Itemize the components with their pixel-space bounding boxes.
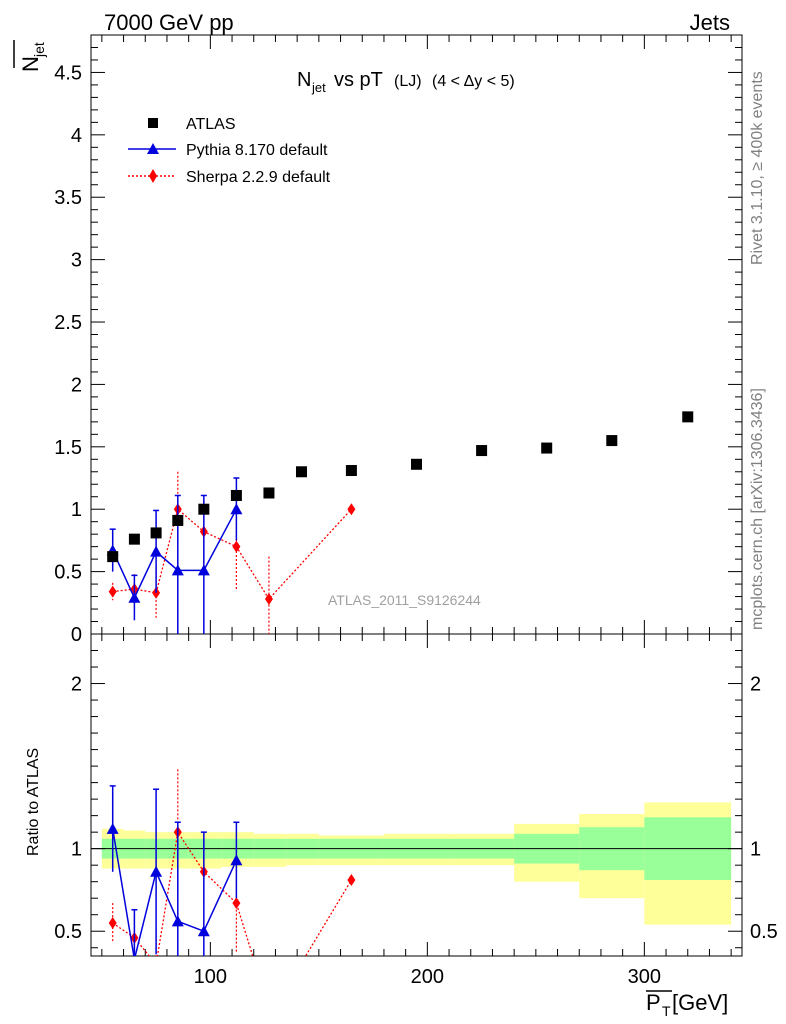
pythia-point xyxy=(197,564,210,576)
atlas-point xyxy=(230,489,242,501)
legend-marker-sherpa xyxy=(149,169,157,183)
plot-title-sub: jet xyxy=(311,80,326,95)
x-tick-label: 200 xyxy=(411,966,444,988)
atlas-point xyxy=(263,487,275,499)
ratio-frame xyxy=(90,633,743,957)
main-series xyxy=(106,411,694,634)
x-tick-label: 100 xyxy=(194,966,227,988)
pythia-line xyxy=(112,508,238,600)
ratio-sherpa-point xyxy=(347,874,356,887)
main-ylabel-n: N xyxy=(18,56,43,72)
analysis-watermark: ATLAS_2011_S9126244 xyxy=(328,592,481,608)
atlas-point xyxy=(541,442,553,454)
legend-label-sherpa: Sherpa 2.2.9 default xyxy=(186,169,331,186)
ratio-series xyxy=(106,769,356,956)
ratio-pythia-line xyxy=(111,828,238,956)
sherpa-line xyxy=(112,508,352,601)
ratio-y-tick-label-right: 2 xyxy=(750,674,761,696)
ratio-y-tick-label-left: 1 xyxy=(71,839,82,861)
main-y-tick-label: 3.5 xyxy=(54,187,82,209)
main-y-tick-label: 3 xyxy=(71,250,82,272)
atlas-point xyxy=(411,458,422,470)
atlas-point xyxy=(345,465,357,477)
header-left: 7000 GeV pp xyxy=(104,10,234,35)
ratio-pythia-point xyxy=(150,865,163,877)
x-axis-label: P T [GeV] xyxy=(646,990,728,1019)
plot-title-rest: vs pT xyxy=(334,69,383,91)
pythia-point xyxy=(230,503,243,515)
ratio-pythia-point xyxy=(197,925,210,937)
atlas-point xyxy=(476,445,488,457)
main-y-tick-label: 4.5 xyxy=(54,62,82,84)
main-ylabel: N jet xyxy=(18,42,47,72)
main-y-tick-label: 0.5 xyxy=(54,562,82,584)
ratio-pythia-point xyxy=(230,854,243,866)
ratio-pythia-point xyxy=(106,822,119,834)
chart-marks: 100 200 300 0 0.5 1 1.5 2 2.5 3 3.5 4 4.5 0.5 0.5 1 1 2 2 xyxy=(54,34,778,988)
xlabel-sub: T xyxy=(662,1003,671,1019)
ratio-pythia-point xyxy=(171,915,184,927)
main-y-tick-label: 0 xyxy=(71,624,82,646)
main-y-tick-label: 1 xyxy=(71,499,82,521)
ratio-y-tick-label-left: 0.5 xyxy=(54,921,82,943)
legend-marker-pythia xyxy=(147,143,159,154)
sherpa-point xyxy=(264,593,273,606)
ratio-y-tick-label-right: 1 xyxy=(750,839,761,861)
atlas-point xyxy=(150,527,162,539)
atlas-point xyxy=(606,435,618,447)
xlabel-p: P xyxy=(646,990,661,1015)
legend-item-pythia: Pythia 8.170 default xyxy=(128,142,328,159)
header-right: Jets xyxy=(690,10,730,35)
legend-item-atlas: ATLAS xyxy=(148,116,236,133)
ratio-sherpa-point xyxy=(108,916,117,929)
main-y-tick-label: 1.5 xyxy=(54,437,82,459)
side-text-bottom: mcplots.cern.ch [arXiv:1306.3436] xyxy=(749,388,766,630)
xlabel-unit: [GeV] xyxy=(672,990,728,1015)
ratio-bands xyxy=(101,802,732,925)
ratio-y-tick-label-left: 2 xyxy=(71,674,82,696)
sherpa-point xyxy=(108,585,117,598)
atlas-point xyxy=(295,466,307,478)
ratio-sherpa-point xyxy=(232,897,241,910)
legend-label-pythia: Pythia 8.170 default xyxy=(186,142,328,159)
sherpa-point xyxy=(347,503,356,516)
main-y-tick-label: 2.5 xyxy=(54,312,82,334)
plot-title: N jet vs pT (LJ) (4 < Δy < 5) xyxy=(297,69,515,95)
plot-title-small: (LJ) xyxy=(394,73,422,90)
pythia-point xyxy=(150,545,163,557)
plot-title-n: N xyxy=(297,69,311,91)
sherpa-point xyxy=(232,540,241,553)
main-ylabel-sub: jet xyxy=(31,42,47,58)
ratio-y-tick-label-right: 0.5 xyxy=(750,921,778,943)
legend-label-atlas: ATLAS xyxy=(186,116,236,133)
atlas-point xyxy=(128,533,140,545)
atlas-point xyxy=(682,411,694,423)
atlas-point xyxy=(107,551,119,563)
pythia-point xyxy=(128,591,141,603)
plot-title-range: (4 < Δy < 5) xyxy=(432,73,515,90)
main-y-tick-label: 2 xyxy=(71,374,82,396)
main-y-tick-label: 4 xyxy=(71,125,82,147)
x-tick-label: 300 xyxy=(628,966,661,988)
atlas-point xyxy=(198,503,210,515)
legend: ATLAS Pythia 8.170 default Sherpa 2.2.9 … xyxy=(128,116,331,186)
legend-marker-atlas xyxy=(148,118,158,128)
side-text-top: Rivet 3.1.10, ≥ 400k events xyxy=(749,71,766,265)
legend-item-sherpa: Sherpa 2.2.9 default xyxy=(128,169,331,186)
ratio-ylabel: Ratio to ATLAS xyxy=(25,748,42,856)
atlas-point xyxy=(172,514,184,526)
pythia-point xyxy=(171,564,184,576)
